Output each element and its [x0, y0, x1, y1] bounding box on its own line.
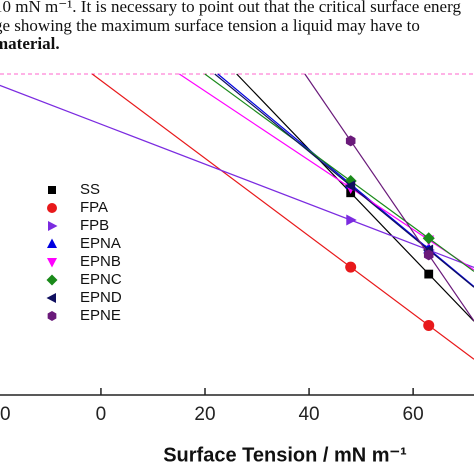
legend-marker [47, 311, 57, 321]
data-point [345, 261, 357, 273]
legend-marker [48, 221, 58, 231]
data-point [346, 214, 357, 226]
legend-marker [47, 258, 57, 268]
legend-marker [46, 274, 58, 286]
legend-label: FPB [80, 217, 109, 234]
caption-line: material. [0, 34, 60, 53]
x-tick-label: 20 [194, 404, 215, 425]
legend-marker [46, 293, 56, 303]
legend-label: EPNA [80, 235, 121, 252]
legend-label: EPNB [80, 253, 121, 270]
data-point [345, 135, 356, 147]
legend-label: EPNE [80, 307, 121, 324]
plot-area [0, 73, 474, 360]
x-tick-label: 60 [403, 404, 424, 425]
fit-line [236, 73, 474, 322]
caption-line: ge showing the maximum surface tension a… [0, 16, 420, 35]
data-point [424, 269, 434, 279]
x-axis-title: Surface Tension / mN m⁻¹ [163, 444, 407, 466]
caption-line: 10 mN m⁻¹. It is necessary to point out … [0, 0, 461, 16]
legend-label: FPA [80, 199, 108, 216]
fit-line [0, 84, 474, 268]
data-point [423, 249, 434, 261]
x-tick-label: 0 [96, 404, 107, 425]
data-point [423, 319, 435, 331]
fit-line [214, 73, 474, 288]
legend-marker [47, 238, 57, 248]
fit-line [304, 73, 474, 322]
x-tick-label: -20 [0, 404, 11, 425]
legend-marker [47, 203, 57, 213]
legend-label: SS [80, 181, 100, 198]
fit-line [91, 73, 474, 360]
fit-line [204, 73, 474, 272]
data-point [422, 232, 435, 245]
legend-label: EPNC [80, 271, 122, 288]
x-tick-label: 40 [298, 404, 319, 425]
legend-label: EPND [80, 289, 122, 306]
data-point [344, 180, 356, 192]
legend-marker [48, 186, 56, 194]
